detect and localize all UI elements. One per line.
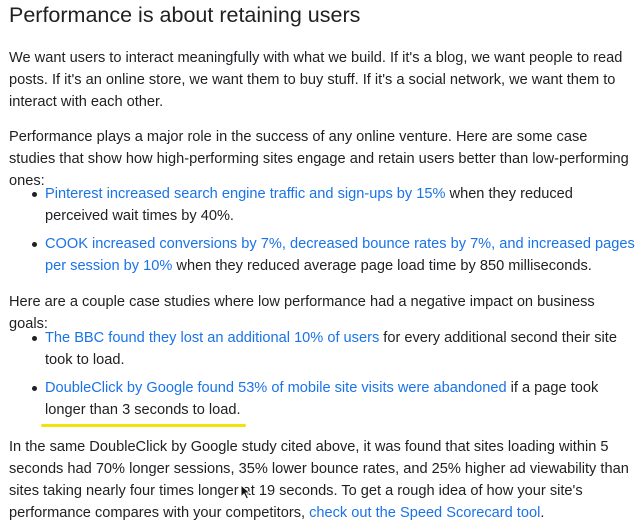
closing-end: . [540,505,545,521]
bullet-icon [32,192,37,197]
positive-case-list: Pinterest increased search engine traffi… [9,183,637,283]
closing-text: In the same DoubleClick by Google study … [9,439,629,521]
list-item: COOK increased conversions by 7%, decrea… [9,233,637,277]
speed-scorecard-link[interactable]: check out the Speed Scorecard tool [309,505,541,521]
bullet-icon [32,386,37,391]
intro-paragraph: We want users to interact meaningfully w… [9,50,623,110]
list-item: DoubleClick by Google found 53% of mobil… [9,377,637,421]
mouse-pointer-icon [240,484,252,500]
pinterest-case-link[interactable]: Pinterest increased search engine traffi… [45,186,446,202]
highlight-underline [41,424,246,427]
bbc-case-link[interactable]: The BBC found they lost an additional 10… [45,330,380,346]
list-item-text: if a page took longer than 3 seconds to … [45,380,599,418]
list-item: The BBC found they lost an additional 10… [9,327,637,371]
section-heading: Performance is about retaining users [9,3,361,27]
list-item-text: when they reduced perceived wait times b… [45,186,573,224]
cook-case-link[interactable]: COOK increased conversions by 7%, decrea… [45,236,635,274]
list-item-text: when they reduced average page load time… [172,258,592,274]
case-studies-intro: Performance plays a major role in the su… [9,129,629,189]
negative-case-list: The BBC found they lost an additional 10… [9,327,637,427]
list-item: Pinterest increased search engine traffi… [9,183,637,227]
bullet-icon [32,336,37,341]
doubleclick-case-link[interactable]: DoubleClick by Google found 53% of mobil… [45,380,507,396]
negative-intro: Here are a couple case studies where low… [9,294,595,332]
bullet-icon [32,242,37,247]
list-item-text: for every additional second their site t… [45,330,617,368]
closing-paragraph: In the same DoubleClick by Google study … [9,436,637,524]
